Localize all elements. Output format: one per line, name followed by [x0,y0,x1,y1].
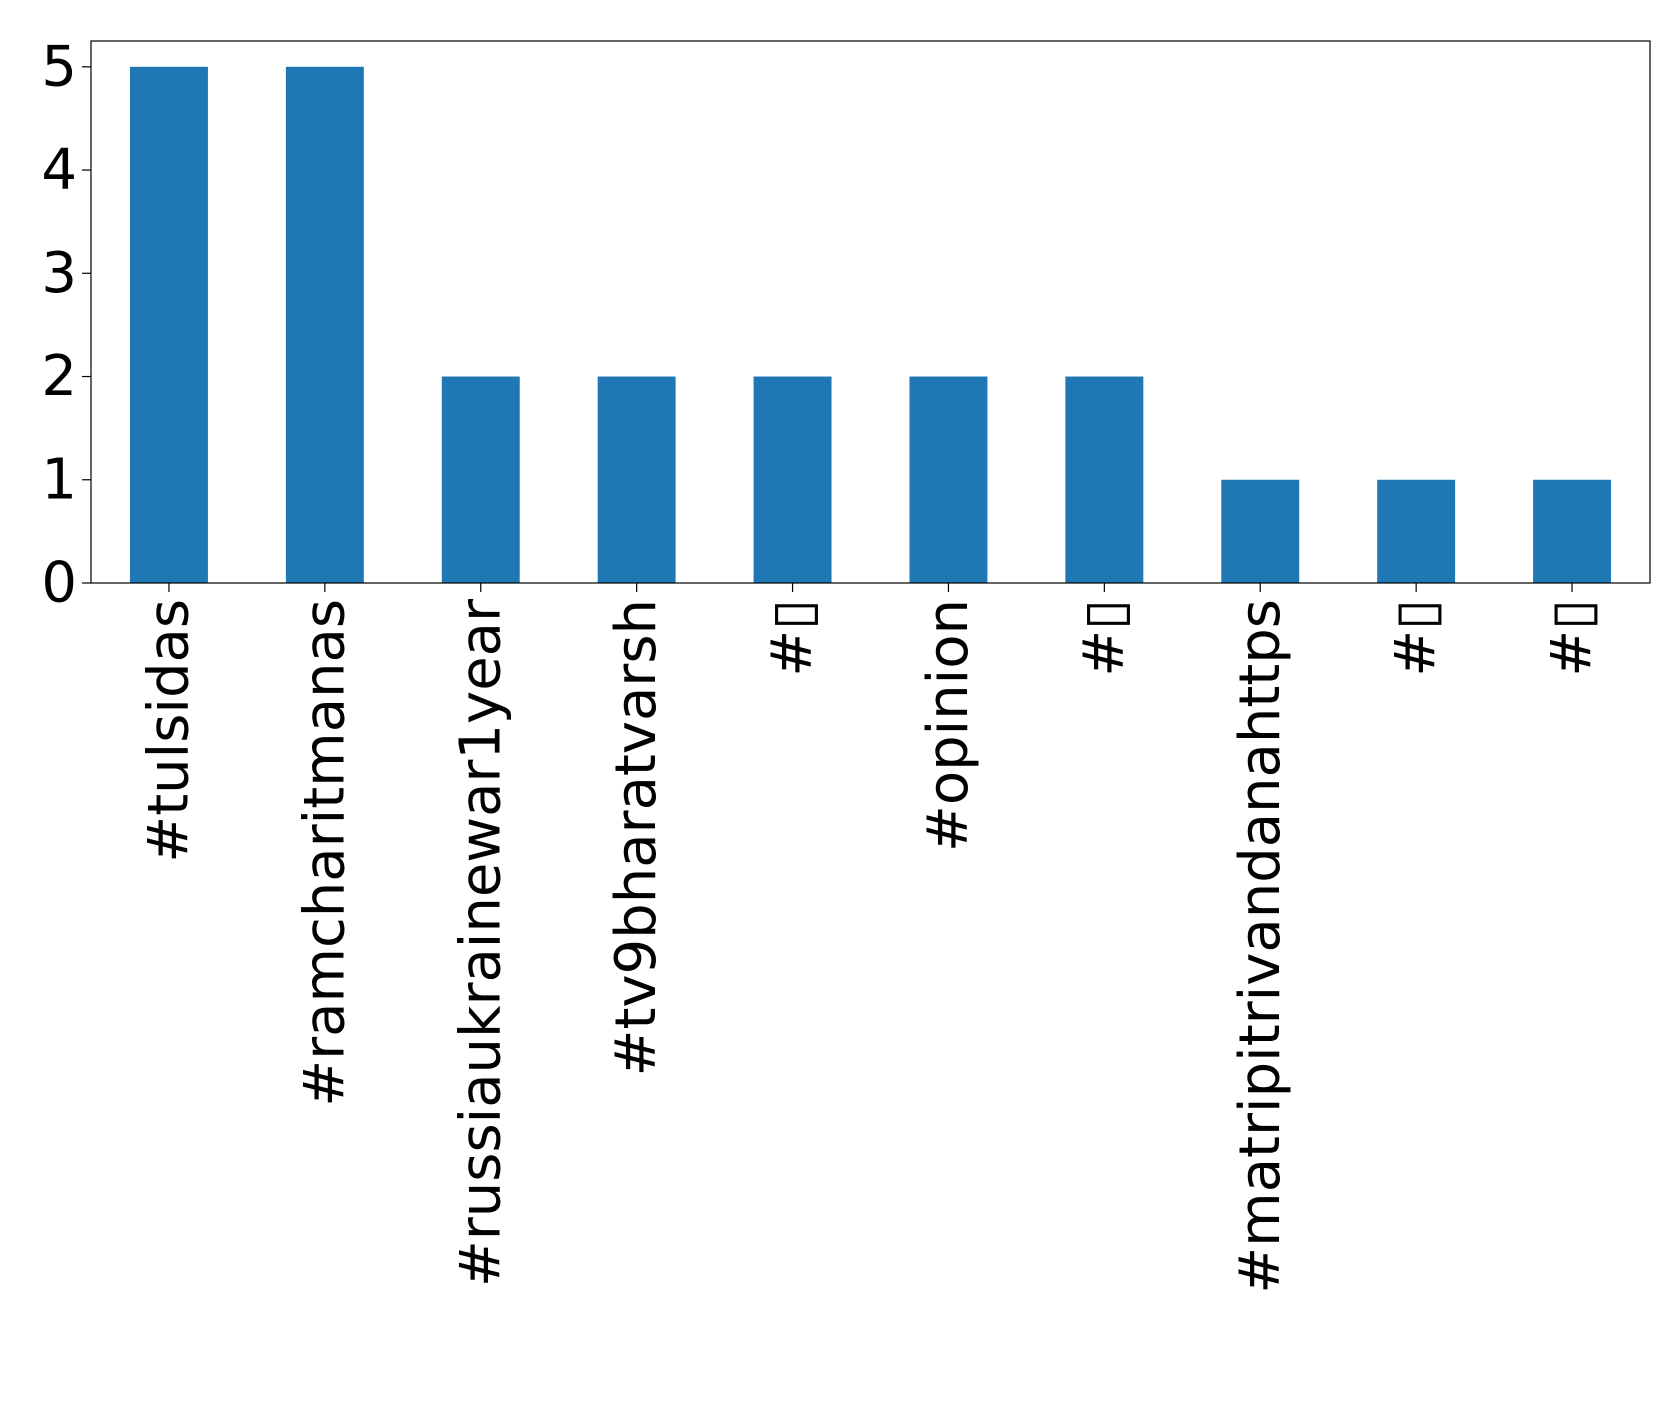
x-axis: #tulsidas #ramcharitmanas #russiaukrainewa… [136,583,1605,1294]
y-axis: 0 1 2 3 4 5 [41,34,91,616]
bar-1 [285,66,364,584]
x-tick-label-4: #▯ [760,599,825,677]
bar-5 [909,376,988,583]
x-tick-label-6: #▯ [1072,599,1137,677]
x-tick-label-3: #tv9bharatvarsh [604,599,669,1076]
y-tick-label-3: 3 [41,241,77,306]
y-tick-label-2: 2 [41,344,77,409]
x-tick-label-2: #russiaukrainewar1year [448,598,513,1287]
x-tick-label-5: #opinion [916,599,981,852]
bar-3 [597,376,676,583]
x-tick-label-1: #ramcharitmanas [292,599,357,1107]
plot-frame [90,40,1651,584]
x-tick-label-7: #matripitrivandanahttps [1228,599,1293,1294]
bar-7 [1221,479,1300,583]
x-tick-label-9: #▯ [1540,599,1605,677]
y-tick-label-5: 5 [41,34,77,99]
bar-4 [753,376,832,583]
bar-8 [1377,479,1456,583]
y-tick-label-0: 0 [41,551,77,616]
bar-2 [441,376,520,583]
bars-group [129,66,1612,584]
bar-9 [1533,479,1612,583]
bar-0 [129,66,208,584]
x-tick-label-0: #tulsidas [136,599,201,863]
bar-6 [1065,376,1144,583]
x-tick-label-8: #▯ [1384,599,1449,677]
y-tick-label-4: 4 [41,138,77,203]
y-tick-label-1: 1 [41,447,77,512]
